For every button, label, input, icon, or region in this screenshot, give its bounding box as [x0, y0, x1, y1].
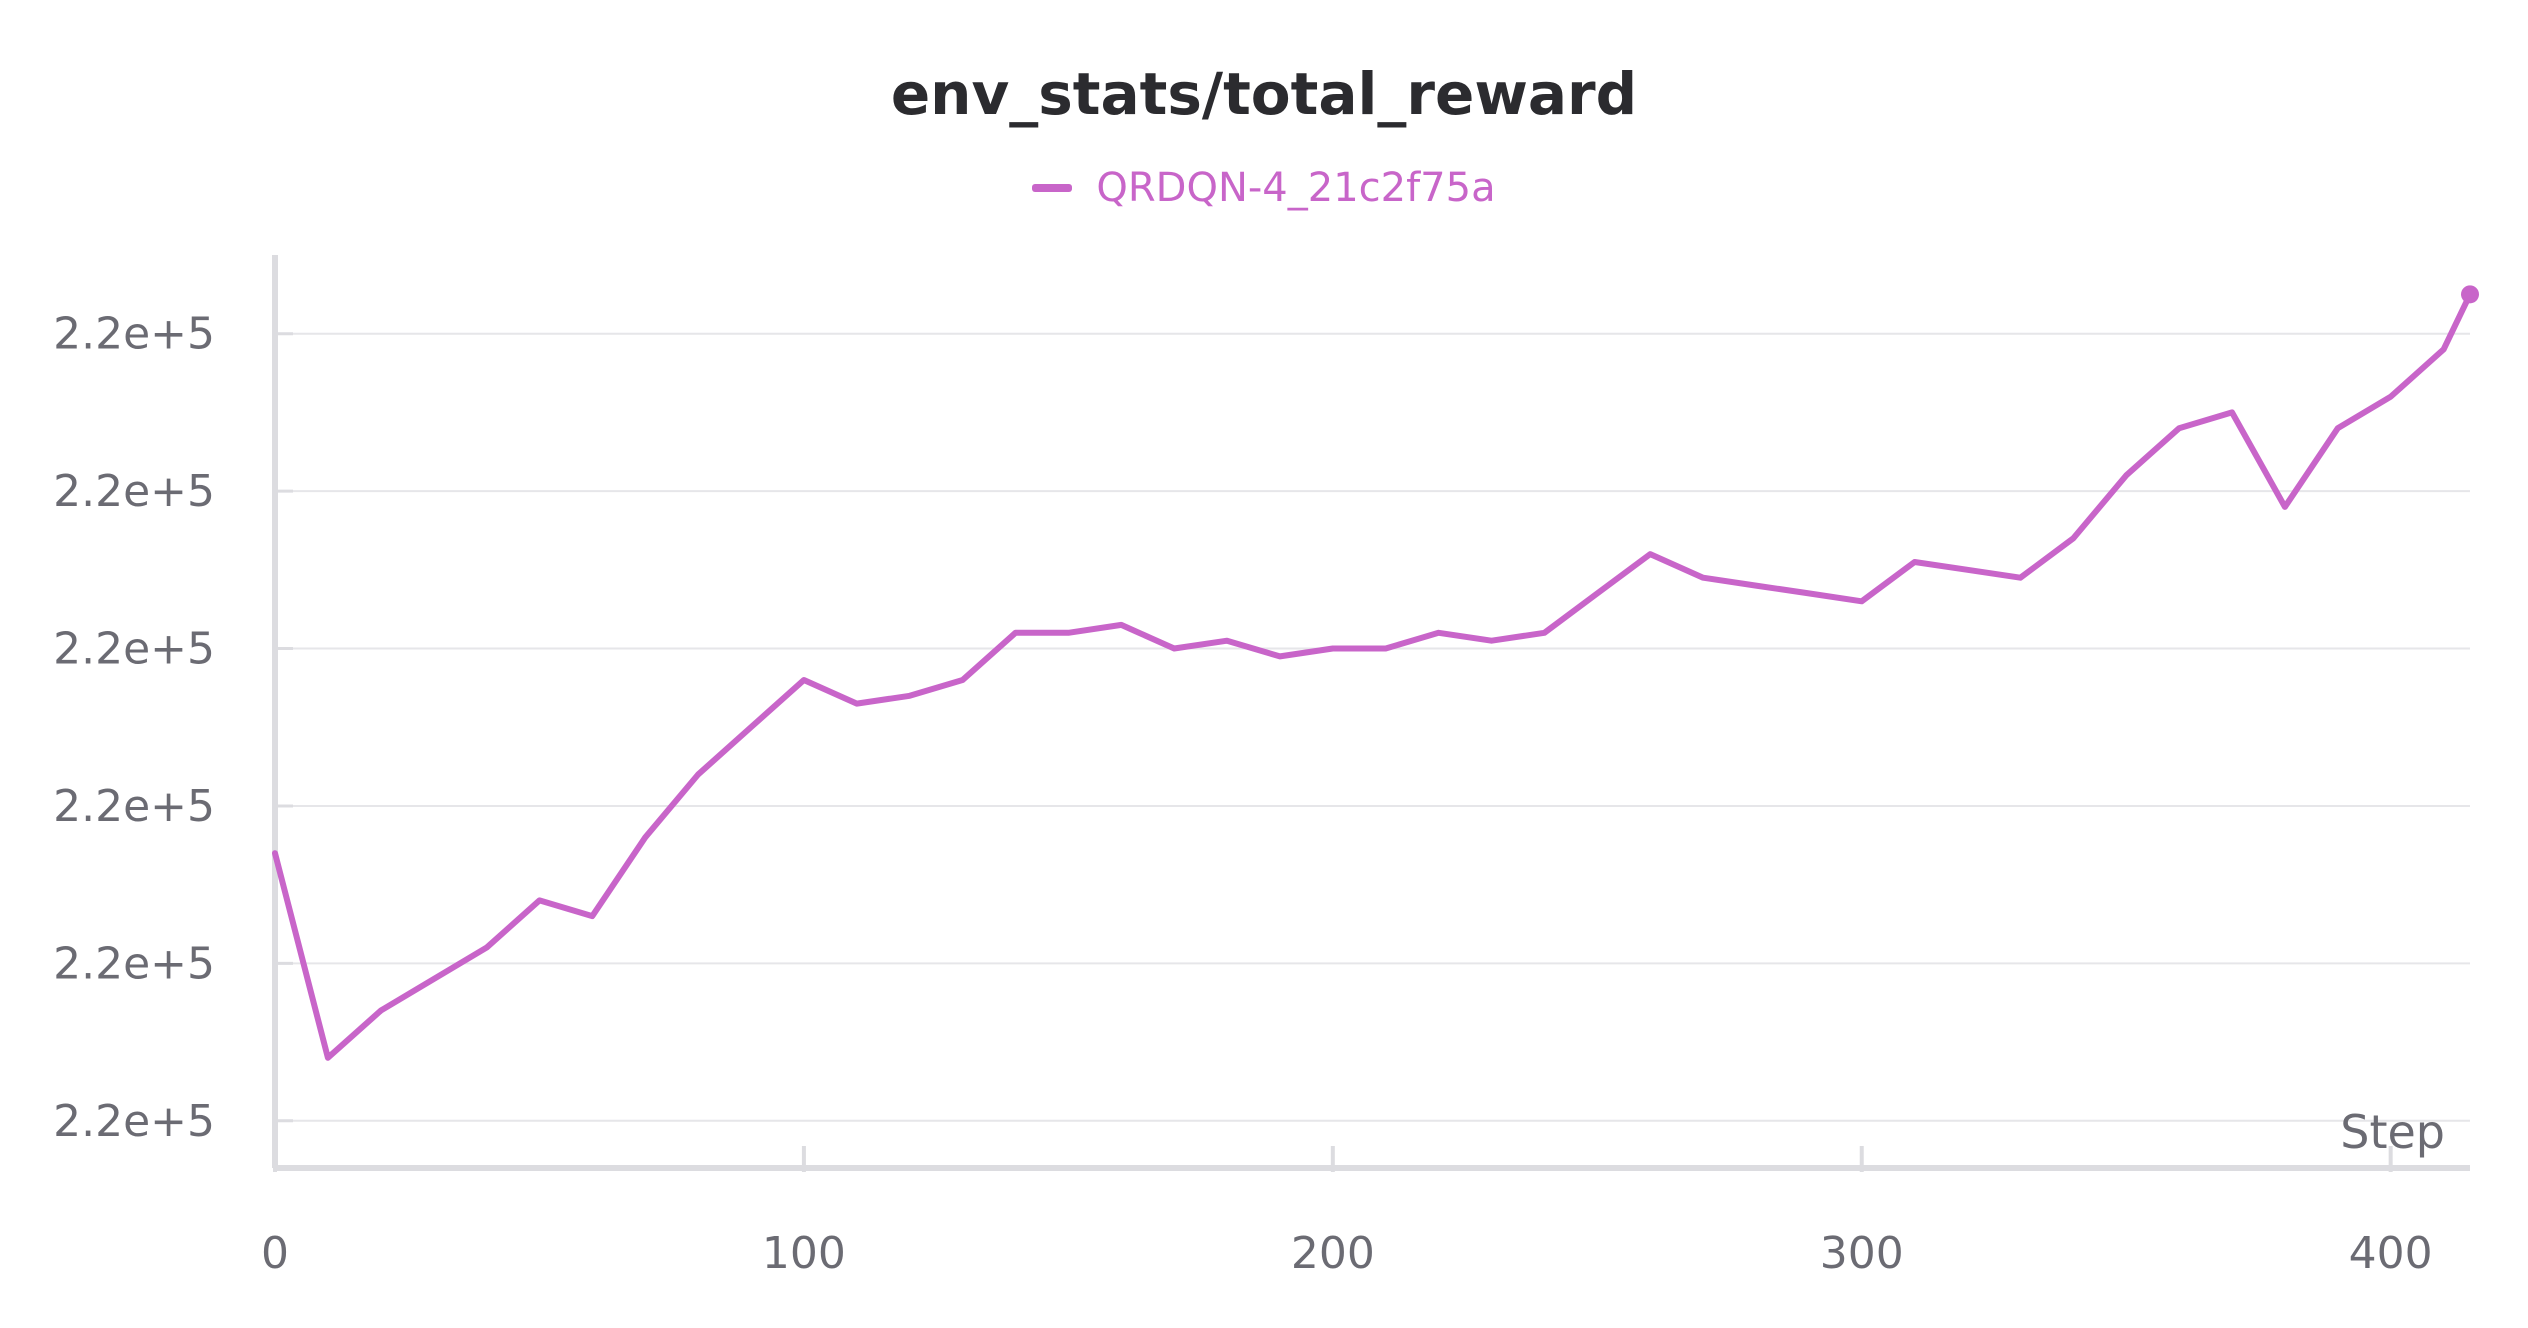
chart-title: env_stats/total_reward: [890, 60, 1638, 128]
y-tick-label: 2.2e+5: [53, 466, 215, 517]
legend-swatch: [1032, 184, 1073, 192]
series-line: [272, 291, 2473, 1061]
x-axis-label: Step: [2340, 1105, 2445, 1159]
y-tick-label: 2.2e+5: [53, 1096, 215, 1147]
x-tick-label: 100: [762, 1228, 846, 1279]
y-tick-label: 2.2e+5: [53, 624, 215, 675]
series-end-point: [2461, 285, 2479, 304]
x-tick-label: 400: [2349, 1228, 2433, 1279]
axes: 2.2e+5 2.2e+5 2.2e+5 2.2e+5 2.2e+5 2.2e+5 0 100…: [53, 255, 2470, 1279]
x-tick-label: 200: [1291, 1228, 1375, 1279]
legend-label: QRDQN-4_21c2f75a: [1096, 165, 1496, 211]
series-layer: [272, 285, 2479, 1061]
grid-lines: [275, 332, 2470, 1122]
y-tick-label: 2.2e+5: [53, 309, 215, 360]
legend[interactable]: QRDQN-4_21c2f75a: [0, 165, 2528, 211]
y-tick-label: 2.2e+5: [53, 781, 215, 832]
y-tick-label: 2.2e+5: [53, 938, 215, 989]
x-tick-label: 0: [261, 1228, 289, 1279]
x-tick-label: 300: [1820, 1228, 1904, 1279]
